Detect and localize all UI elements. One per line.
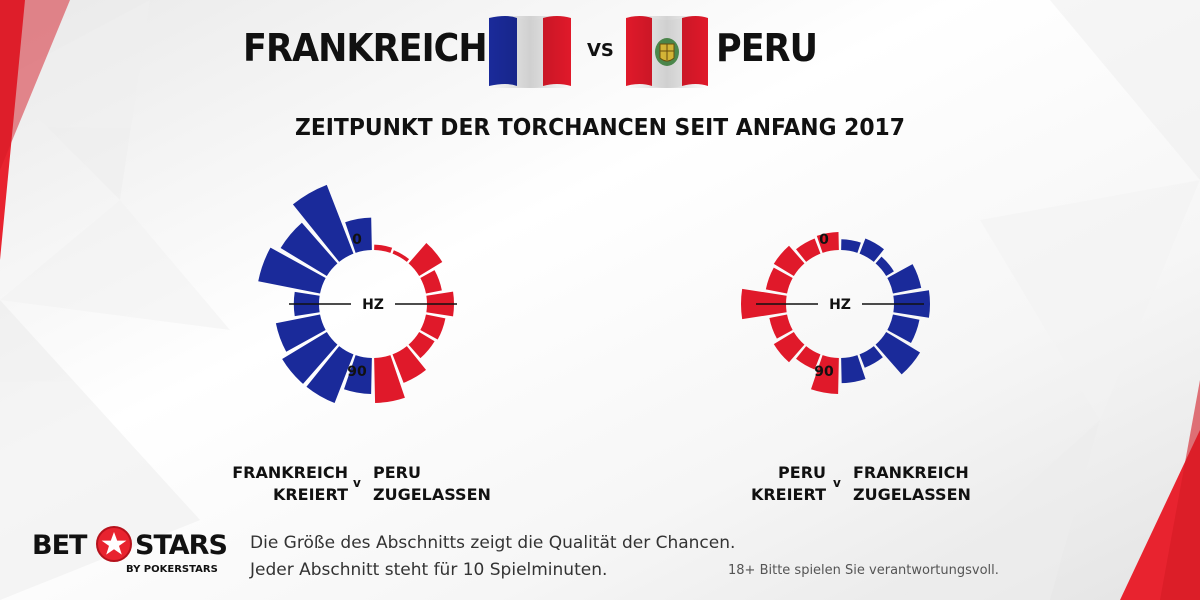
legend1-left: FRANKREICH KREIERT <box>231 462 348 506</box>
logo-by-pokerstars: BY POKERSTARS <box>126 564 218 575</box>
chart2-right-segment-8 <box>859 346 883 368</box>
disclaimer: 18+ Bitte spielen Sie verantwortungsvoll… <box>728 563 999 578</box>
chart2-left-segment-6 <box>769 314 793 339</box>
legend2-left-line2: KREIERT <box>750 485 826 504</box>
chart1-right-segment-9 <box>374 355 405 403</box>
logo-stars-text: STARS <box>135 530 228 561</box>
chart2-left-segment-7 <box>773 331 805 363</box>
legend2-left-line1: PERU <box>778 463 826 482</box>
chart2-left-segment-3 <box>773 245 805 277</box>
chart1-right-segment-8 <box>392 346 427 383</box>
team-left-title: FRANKREICH <box>243 26 488 70</box>
chart2-right-segment-7 <box>875 331 921 375</box>
legend2-right: FRANKREICH ZUGELASSEN <box>853 462 971 506</box>
chart1-label-bottom: 90 <box>347 364 367 380</box>
legend2-v: v <box>833 476 841 490</box>
legend1-v: v <box>353 476 361 490</box>
chart1-right-segment-1 <box>374 244 393 253</box>
chart1-left-segment-7 <box>282 331 338 384</box>
chart2-left-segment-2 <box>796 238 821 262</box>
peru-flag-icon <box>626 16 708 88</box>
chart2-label-top: 0 <box>819 232 829 248</box>
chart2-left-segment-1 <box>816 232 839 253</box>
chart2-right-segment-2 <box>859 238 884 262</box>
note-line-2: Jeder Abschnitt steht für 10 Spielminute… <box>250 560 608 580</box>
chart1-right-segment-7 <box>408 331 435 359</box>
legend1-right-line1: PERU <box>373 463 421 482</box>
chart2-label-center: HZ <box>829 297 851 313</box>
note-line-1: Die Größe des Abschnitts zeigt die Quali… <box>250 533 736 553</box>
vs-label: VS <box>587 40 614 61</box>
chart2-right-segment-4 <box>887 264 922 294</box>
chart2-label-bottom: 90 <box>814 364 834 380</box>
chart1-right-segment-6 <box>420 314 446 340</box>
legend2-right-line2: ZUGELASSEN <box>853 485 971 504</box>
radial-chart-france-vs-peru: 0 HZ 90 <box>258 184 457 404</box>
legend1-left-line1: FRANKREICH <box>232 463 348 482</box>
legend1-right-line2: ZUGELASSEN <box>373 485 491 504</box>
legend2-right-line1: FRANKREICH <box>853 463 969 482</box>
chart1-left-segment-8 <box>306 346 354 404</box>
chart2-right-segment-1 <box>841 239 861 253</box>
chart1-left-segment-1 <box>345 217 372 253</box>
chart1-right-segment-3 <box>408 243 443 277</box>
radial-chart-peru-vs-france: 0 HZ 90 <box>741 232 931 394</box>
chart1-right-segment-4 <box>420 270 442 294</box>
chart1-left-segment-2 <box>292 184 354 262</box>
chart-title: ZEITPUNKT DER TORCHANCEN SEIT ANFANG 201… <box>295 115 905 141</box>
star-badge-icon <box>96 526 132 562</box>
france-flag-icon <box>489 16 571 88</box>
chart2-left-segment-9 <box>810 355 839 394</box>
chart1-label-center: HZ <box>362 297 384 313</box>
chart2-left-segment-8 <box>796 346 821 370</box>
team-right-title: PERU <box>716 26 818 70</box>
chart2-right-segment-3 <box>875 256 894 277</box>
chart1-right-segment-2 <box>392 250 410 262</box>
chart1-left-segment-9 <box>343 355 372 394</box>
chart1-label-top: 0 <box>352 232 362 248</box>
logo-bet-text: BET <box>32 530 87 561</box>
chart1-left-segment-3 <box>280 222 338 277</box>
corner-red-left-2 <box>0 0 70 170</box>
betstars-logo: BET STARS BY POKERSTARS <box>30 526 230 580</box>
chart1-left-segment-4 <box>258 247 326 294</box>
chart2-right-segment-6 <box>887 314 920 344</box>
chart2-right-segment-9 <box>841 355 866 384</box>
legend1-left-line2: KREIERT <box>272 485 348 504</box>
corner-red-right-2 <box>1160 380 1200 600</box>
chart1-left-segment-6 <box>275 314 326 352</box>
legend1-right: PERU ZUGELASSEN <box>373 462 491 506</box>
legend2-left: PERU KREIERT <box>740 462 826 506</box>
chart2-left-segment-4 <box>765 267 793 294</box>
